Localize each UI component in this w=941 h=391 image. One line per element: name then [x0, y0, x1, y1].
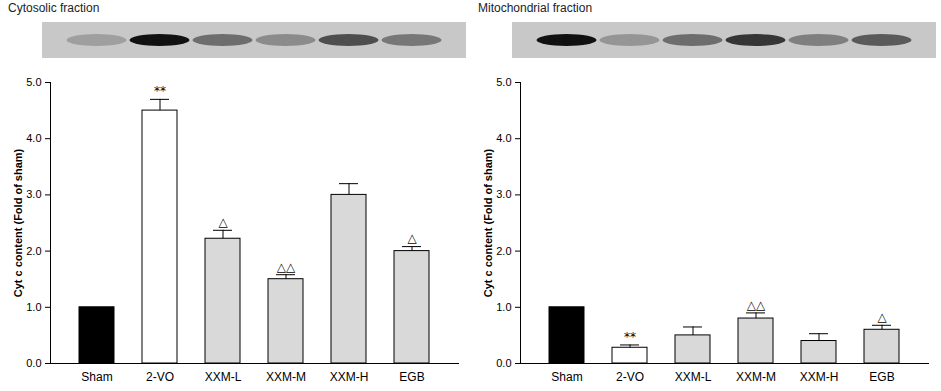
svg-text:2.0: 2.0 [496, 245, 511, 257]
svg-text:EGB: EGB [399, 370, 424, 384]
svg-text:1.0: 1.0 [496, 301, 511, 313]
svg-text:4.0: 4.0 [26, 132, 41, 144]
svg-text:4.0: 4.0 [496, 132, 511, 144]
svg-text:XXM-L: XXM-L [675, 370, 712, 384]
svg-text:3.0: 3.0 [26, 188, 41, 200]
svg-text:△: △ [218, 215, 228, 229]
svg-text:Cyt c content (Fold of sham): Cyt c content (Fold of sham) [12, 148, 24, 297]
svg-text:5.0: 5.0 [496, 76, 511, 88]
svg-text:XXM-M: XXM-M [736, 370, 776, 384]
svg-text:**: ** [154, 84, 166, 98]
svg-text:△: △ [877, 310, 887, 324]
svg-text:△: △ [407, 231, 417, 245]
svg-text:EGB: EGB [869, 370, 894, 384]
svg-text:1.0: 1.0 [26, 301, 41, 313]
svg-text:Cyt c content (Fold of sham): Cyt c content (Fold of sham) [482, 148, 494, 297]
svg-text:5.0: 5.0 [26, 76, 41, 88]
svg-text:2-VO: 2-VO [616, 370, 644, 384]
svg-text:XXM-M: XXM-M [266, 370, 306, 384]
svg-text:2.0: 2.0 [26, 245, 41, 257]
html-text:Mitochondrial fraction: Mitochondrial fraction [478, 1, 593, 15]
svg-text:△△: △△ [277, 260, 296, 274]
svg-text:XXM-H: XXM-H [330, 370, 369, 384]
svg-text:0.0: 0.0 [496, 357, 511, 369]
svg-text:Sham: Sham [551, 370, 582, 384]
svg-text:**: ** [624, 330, 636, 344]
svg-text:0.0: 0.0 [26, 357, 41, 369]
svg-text:△△: △△ [747, 298, 766, 312]
svg-text:Sham: Sham [81, 370, 112, 384]
svg-text:2-VO: 2-VO [146, 370, 174, 384]
html-text:Cytosolic fraction: Cytosolic fraction [8, 1, 100, 15]
svg-text:XXM-L: XXM-L [205, 370, 242, 384]
svg-text:3.0: 3.0 [496, 188, 511, 200]
svg-text:XXM-H: XXM-H [800, 370, 839, 384]
